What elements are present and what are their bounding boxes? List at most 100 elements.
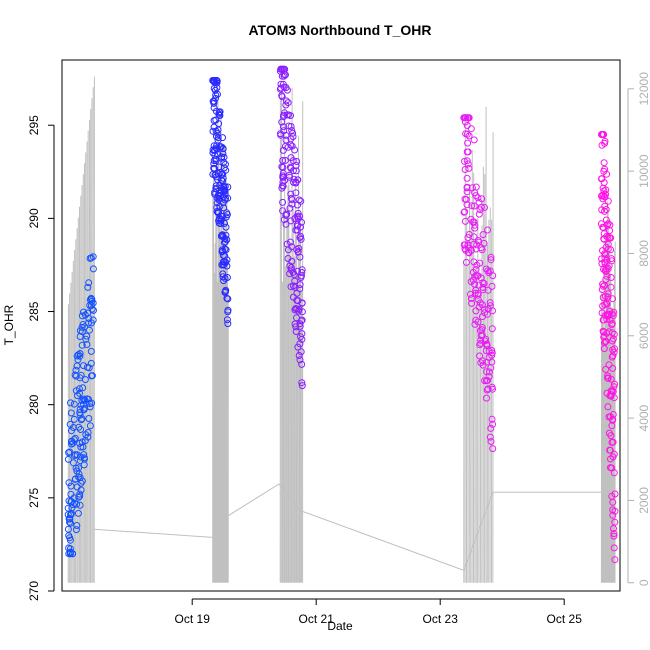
data-point [461, 166, 469, 173]
data-point [486, 267, 494, 275]
data-point [609, 506, 617, 514]
data-point [462, 114, 469, 122]
data-point [279, 164, 287, 171]
data-point [75, 423, 83, 431]
data-point [467, 278, 475, 286]
data-point [601, 301, 609, 309]
data-point [296, 285, 304, 293]
data-point [292, 189, 300, 197]
data-point [287, 123, 295, 130]
data-point [600, 333, 608, 341]
data-point [79, 384, 87, 392]
data-point [224, 308, 232, 316]
data-point [216, 112, 224, 119]
data-point [293, 221, 301, 229]
data-point [279, 157, 287, 164]
data-point [67, 511, 75, 518]
data-point [276, 85, 284, 93]
data-point [603, 389, 611, 397]
data-point [66, 518, 73, 526]
data-point [471, 273, 479, 281]
data-point [611, 518, 619, 526]
data-point [282, 220, 290, 228]
data-point [279, 198, 287, 206]
data-point [609, 511, 617, 519]
data-point [286, 163, 294, 171]
y-tick-label: 270 [27, 581, 41, 601]
data-point [461, 118, 469, 126]
data-point [611, 556, 619, 564]
data-point [298, 382, 306, 390]
data-point [463, 114, 471, 122]
data-point [222, 231, 230, 239]
data-point [88, 372, 96, 380]
data-point [89, 265, 97, 273]
data-point [599, 184, 607, 192]
data-point [76, 350, 84, 358]
data-point [465, 244, 472, 252]
data-point [70, 400, 78, 408]
y2-tick-label: 10000 [637, 154, 650, 188]
data-point [608, 353, 616, 361]
data-point [76, 492, 84, 500]
data-point [69, 424, 77, 431]
data-point [82, 335, 90, 343]
data-point [64, 511, 72, 519]
data-point [213, 208, 221, 215]
data-point [464, 234, 472, 242]
data-point [285, 171, 293, 179]
data-point [601, 266, 609, 274]
data-point [88, 295, 96, 303]
data-point [465, 164, 473, 172]
data-point [209, 146, 217, 154]
data-point [603, 272, 611, 280]
data-point [214, 192, 222, 200]
data-point [278, 118, 286, 126]
data-point [463, 122, 471, 129]
right-y-axis: 0 2000 4000 6000 8000 10000 12000 [627, 72, 650, 586]
data-point [604, 290, 612, 298]
data-point [609, 335, 617, 343]
data-point [216, 108, 224, 116]
data-point [463, 148, 471, 156]
data-point [600, 159, 608, 167]
data-point [487, 253, 495, 261]
data-point [77, 443, 85, 451]
data-point [221, 274, 229, 282]
data-point [489, 420, 497, 428]
data-point [210, 77, 218, 84]
data-point [277, 80, 285, 88]
data-point [76, 411, 84, 419]
data-point [283, 111, 291, 119]
data-point [81, 376, 89, 384]
data-point [291, 215, 299, 223]
x-tick-label: Oct 23 [423, 612, 459, 626]
data-point [74, 509, 82, 517]
data-point [76, 457, 84, 465]
data-point [292, 179, 300, 187]
data-point [482, 377, 490, 385]
data-point [488, 415, 496, 423]
data-point [287, 217, 295, 225]
data-point [72, 526, 80, 534]
data-point [282, 131, 290, 139]
data-point [602, 206, 610, 213]
data-point [71, 434, 79, 442]
data-point [297, 274, 305, 281]
data-point [598, 286, 606, 293]
data-point [80, 395, 87, 403]
data-point [468, 299, 476, 307]
data-point [297, 235, 305, 243]
data-point [219, 174, 227, 182]
data-point [289, 133, 297, 141]
data-point [601, 338, 609, 346]
data-point [283, 86, 291, 94]
data-point [85, 326, 93, 334]
data-point [280, 216, 288, 224]
data-point [472, 192, 480, 200]
y-tick-label: 275 [27, 488, 41, 508]
data-point [480, 239, 488, 247]
data-point [277, 131, 285, 139]
data-point [602, 216, 610, 224]
